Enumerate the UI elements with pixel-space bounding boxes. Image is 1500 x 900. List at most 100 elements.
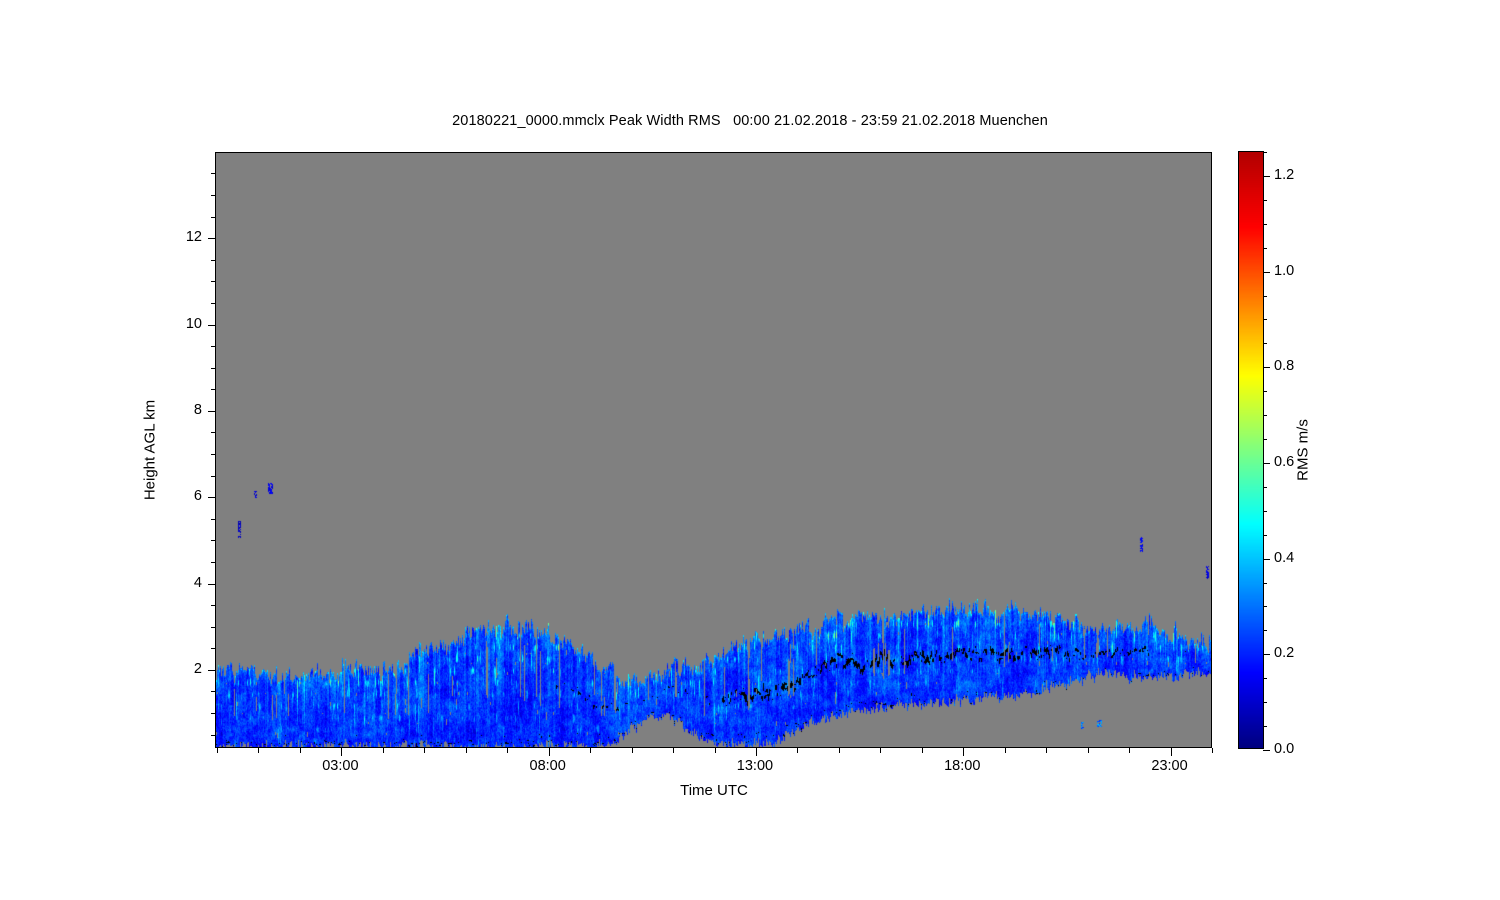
- x-minor-tick: [1212, 748, 1213, 753]
- x-tick-label: 13:00: [736, 758, 774, 774]
- x-minor-tick: [797, 748, 799, 753]
- x-minor-tick: [465, 748, 467, 753]
- x-minor-tick: [217, 748, 218, 753]
- colorbar-minor-tick: [1263, 486, 1267, 488]
- colorbar-minor-tick: [1263, 726, 1267, 728]
- x-minor-tick: [1129, 748, 1131, 753]
- colorbar-minor-tick: [1263, 247, 1267, 249]
- y-major-tick: [208, 238, 216, 240]
- colorbar-minor-tick: [1263, 702, 1267, 704]
- y-minor-tick: [211, 626, 216, 628]
- colorbar-title: RMS m/s: [1294, 419, 1312, 481]
- y-tick-label: 6: [193, 488, 202, 505]
- x-major-tick: [755, 748, 757, 756]
- x-tick-label: 03:00: [322, 758, 359, 774]
- colorbar-tick: [1263, 462, 1270, 464]
- colorbar-minor-tick: [1263, 199, 1267, 201]
- y-tick-label: 4: [193, 574, 202, 591]
- heatmap-data-layer: [216, 153, 1211, 747]
- y-minor-tick: [211, 302, 216, 304]
- colorbar-gradient: [1239, 152, 1263, 748]
- y-tick-label: 2: [193, 660, 202, 677]
- y-minor-tick: [211, 195, 216, 196]
- y-major-tick: [208, 583, 216, 585]
- x-minor-tick: [714, 748, 716, 753]
- x-major-tick: [548, 748, 550, 756]
- colorbar-tick-label: 0.2: [1274, 645, 1295, 662]
- y-minor-tick: [211, 475, 216, 477]
- colorbar-tick-label: 0.8: [1274, 358, 1295, 375]
- x-minor-tick: [880, 748, 882, 753]
- colorbar-tick: [1263, 654, 1270, 656]
- y-minor-tick: [211, 648, 216, 650]
- y-minor-tick: [211, 605, 216, 607]
- colorbar-minor-tick: [1263, 678, 1267, 680]
- x-minor-tick: [1087, 748, 1089, 753]
- plot-area: [208, 152, 1213, 756]
- x-major-tick: [1170, 748, 1172, 756]
- x-minor-tick: [838, 748, 840, 753]
- y-tick-label: 12: [185, 229, 202, 246]
- colorbar-tick: [1263, 558, 1270, 560]
- y-minor-tick: [211, 259, 216, 261]
- colorbar-minor-tick: [1263, 582, 1267, 584]
- x-minor-tick: [590, 748, 592, 753]
- colorbar-tick: [1263, 271, 1270, 273]
- y-tick-label: 8: [193, 401, 202, 418]
- x-minor-tick: [673, 748, 675, 753]
- x-axis-title: Time UTC: [680, 782, 748, 799]
- x-minor-tick: [1004, 748, 1006, 753]
- x-minor-tick: [631, 748, 633, 753]
- x-major-tick: [341, 748, 343, 756]
- x-major-tick: [963, 748, 965, 756]
- x-minor-tick: [299, 748, 301, 753]
- y-minor-tick: [211, 518, 216, 520]
- y-minor-tick: [211, 281, 216, 283]
- x-minor-tick: [507, 748, 509, 753]
- y-minor-tick: [211, 713, 216, 715]
- x-minor-tick: [1046, 748, 1048, 753]
- colorbar: [1238, 151, 1270, 751]
- x-tick-label: 18:00: [944, 758, 981, 774]
- y-major-tick: [208, 324, 216, 326]
- y-minor-tick: [211, 389, 216, 391]
- y-minor-tick: [211, 346, 216, 348]
- x-minor-tick: [921, 748, 923, 753]
- y-tick-label: 10: [185, 315, 202, 332]
- y-minor-tick: [211, 367, 216, 369]
- y-minor-tick: [211, 691, 216, 693]
- colorbar-tick-label: 0.0: [1274, 741, 1295, 757]
- y-major-tick: [208, 410, 216, 412]
- x-minor-tick: [424, 748, 426, 753]
- colorbar-tick: [1263, 175, 1270, 177]
- y-minor-tick: [211, 540, 216, 542]
- colorbar-minor-tick: [1263, 319, 1267, 321]
- colorbar-minor-tick: [1263, 223, 1267, 225]
- colorbar-minor-tick: [1263, 630, 1267, 632]
- y-major-tick: [208, 669, 216, 671]
- y-minor-tick: [211, 561, 216, 563]
- colorbar-tick-label: 0.6: [1274, 453, 1295, 470]
- colorbar-minor-tick: [1263, 439, 1267, 441]
- colorbar-minor-tick: [1263, 606, 1267, 608]
- colorbar-minor-tick: [1263, 295, 1267, 297]
- colorbar-minor-tick: [1263, 152, 1267, 153]
- colorbar-minor-tick: [1263, 510, 1267, 512]
- colorbar-tick-label: 1.0: [1274, 262, 1295, 279]
- y-major-tick: [208, 497, 216, 499]
- x-minor-tick: [382, 748, 384, 753]
- y-minor-tick: [211, 734, 216, 736]
- colorbar-tick-label: 1.2: [1274, 166, 1295, 183]
- x-minor-tick: [258, 748, 260, 753]
- colorbar-minor-tick: [1263, 534, 1267, 536]
- y-minor-tick: [211, 216, 216, 218]
- colorbar-tick-label: 0.4: [1274, 549, 1295, 566]
- x-tick-label: 23:00: [1151, 758, 1188, 774]
- colorbar-minor-tick: [1263, 415, 1267, 417]
- colorbar-minor-tick: [1263, 343, 1267, 345]
- y-minor-tick: [211, 173, 216, 175]
- y-axis-title: Height AGL km: [141, 399, 159, 501]
- plot-title: 20180221_0000.mmclx Peak Width RMS 00:00…: [452, 113, 1048, 129]
- colorbar-tick: [1263, 367, 1270, 369]
